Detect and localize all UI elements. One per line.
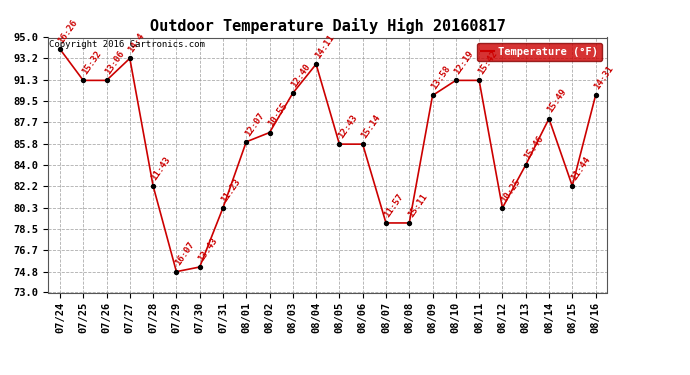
Point [427,93,438,99]
Text: 11:23: 11:23 [219,177,243,204]
Point [520,162,531,168]
Point [171,268,182,274]
Point [566,183,578,189]
Text: 14:4: 14:4 [126,32,146,54]
Title: Outdoor Temperature Daily High 20160817: Outdoor Temperature Daily High 20160817 [150,18,506,33]
Text: 16:26: 16:26 [57,18,79,45]
Text: 13:58: 13:58 [429,64,452,91]
Text: 13:43: 13:43 [197,236,219,263]
Point [287,90,298,96]
Text: 14:11: 14:11 [313,33,336,60]
Legend: Temperature (°F): Temperature (°F) [477,43,602,61]
Point [451,77,462,83]
Text: 15:46: 15:46 [522,134,545,161]
Text: 11:44: 11:44 [569,154,592,182]
Point [497,205,508,211]
Point [380,220,391,226]
Text: Copyright 2016 Cartronics.com: Copyright 2016 Cartronics.com [50,40,206,49]
Text: 15:49: 15:49 [546,87,569,114]
Point [404,220,415,226]
Text: 16:07: 16:07 [173,240,196,267]
Text: 12:43: 12:43 [336,113,359,140]
Point [590,93,601,99]
Text: 11:43: 11:43 [150,154,172,182]
Point [148,183,159,189]
Text: 10:55: 10:55 [266,101,289,128]
Point [334,141,345,147]
Text: 15:14: 15:14 [359,113,382,140]
Text: 12:19: 12:19 [453,49,475,76]
Point [264,129,275,135]
Text: 12:40: 12:40 [290,62,313,89]
Point [78,77,89,83]
Point [217,205,228,211]
Text: 15:11: 15:11 [406,192,429,219]
Text: 12:07: 12:07 [243,111,266,138]
Point [544,116,555,122]
Point [124,56,135,62]
Text: 14:31: 14:31 [592,64,615,91]
Point [55,46,66,52]
Point [473,77,484,83]
Text: 10:25: 10:25 [499,177,522,204]
Point [241,139,252,145]
Text: 13:06: 13:06 [104,49,126,76]
Text: 15:42: 15:42 [476,49,499,76]
Text: 15:32: 15:32 [80,49,103,76]
Point [194,264,205,270]
Point [310,61,322,67]
Point [357,141,368,147]
Point [101,77,112,83]
Text: 11:57: 11:57 [383,192,406,219]
